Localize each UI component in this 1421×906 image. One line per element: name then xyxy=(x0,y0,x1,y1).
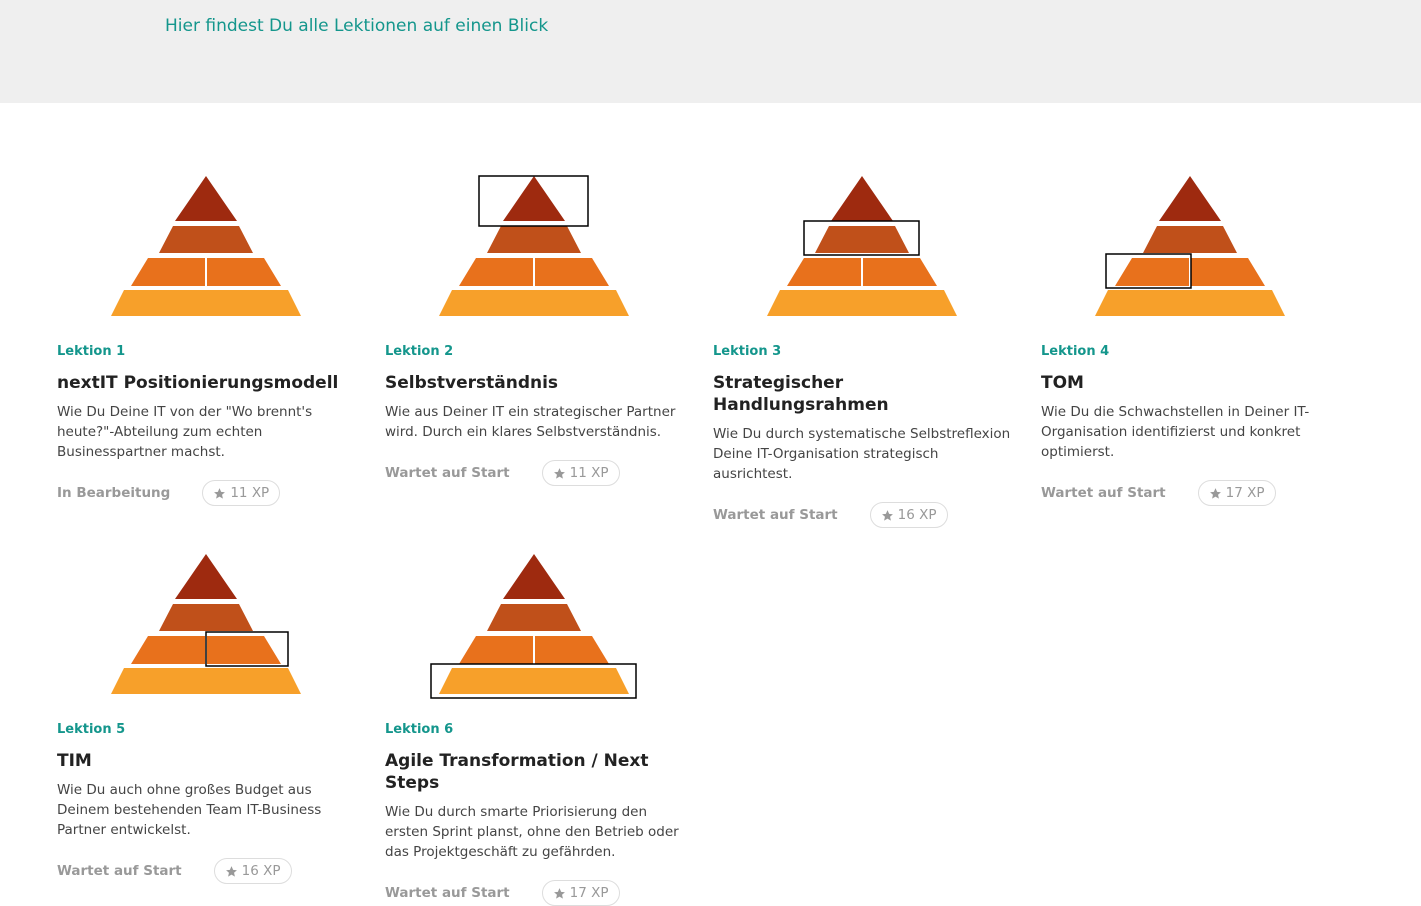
lesson-card[interactable]: Lektion 3 Strategischer Handlungsrahmen … xyxy=(713,166,1013,528)
lesson-title[interactable]: TOM xyxy=(1041,373,1084,393)
lesson-description: Wie Du durch systematische Selbstreflexi… xyxy=(713,426,1011,482)
lesson-label: Lektion 1 xyxy=(57,344,126,359)
lesson-label: Lektion 4 xyxy=(1041,344,1110,359)
lesson-description: Wie Du auch ohne großes Budget aus Deine… xyxy=(57,782,322,838)
xp-badge: 11 XP xyxy=(541,460,620,486)
status-row: Wartet auf Start 16 XP xyxy=(57,858,357,884)
xp-value: 11 XP xyxy=(230,485,270,501)
lesson-title[interactable]: TIM xyxy=(57,751,92,771)
lesson-label: Lektion 5 xyxy=(57,722,126,737)
pyramid-image xyxy=(111,176,301,316)
lesson-card[interactable]: Lektion 6 Agile Transformation / Next St… xyxy=(385,544,685,906)
subtitle: Hier findest Du alle Lektionen auf einen… xyxy=(165,16,549,36)
pyramid-image xyxy=(439,175,629,316)
status-row: Wartet auf Start 16 XP xyxy=(713,502,1013,528)
lesson-description: Wie aus Deiner IT ein strategischer Part… xyxy=(385,404,676,440)
xp-value: 16 XP xyxy=(241,863,281,879)
lesson-status: Wartet auf Start xyxy=(57,863,182,879)
status-row: Wartet auf Start 17 XP xyxy=(385,880,685,906)
lesson-card[interactable]: Lektion 5 TIM Wie Du auch ohne großes Bu… xyxy=(57,544,357,884)
xp-badge: 16 XP xyxy=(213,858,292,884)
pyramid-image xyxy=(111,554,301,694)
lesson-status: In Bearbeitung xyxy=(57,485,171,501)
lesson-description: Wie Du Deine IT von der "Wo brennt's heu… xyxy=(57,404,313,460)
lesson-title[interactable]: Agile Transformation / Next Steps xyxy=(385,751,649,793)
lesson-title[interactable]: Selbstverständnis xyxy=(385,373,559,393)
xp-badge: 17 XP xyxy=(1197,480,1276,506)
lesson-card[interactable]: Lektion 2 Selbstverständnis Wie aus Dein… xyxy=(385,166,685,486)
lesson-label: Lektion 6 xyxy=(385,722,454,737)
status-row: In Bearbeitung 11 XP xyxy=(57,480,357,506)
lesson-description: Wie Du durch smarte Priorisierung den er… xyxy=(385,804,679,860)
lesson-status: Wartet auf Start xyxy=(385,885,510,901)
pyramid-image xyxy=(1095,176,1285,316)
lesson-title[interactable]: nextIT Positionierungsmodell xyxy=(57,373,339,393)
pyramid-image xyxy=(767,176,957,316)
lesson-title[interactable]: Strategischer Handlungsrahmen xyxy=(713,373,889,415)
lesson-card[interactable]: Lektion 4 TOM Wie Du die Schwachstellen … xyxy=(1041,166,1341,506)
pyramid-image xyxy=(430,554,637,699)
status-row: Wartet auf Start 11 XP xyxy=(385,460,685,486)
lesson-card[interactable]: Lektion 1 nextIT Positionierungsmodell W… xyxy=(57,166,357,506)
lesson-status: Wartet auf Start xyxy=(713,507,838,523)
lesson-label: Lektion 3 xyxy=(713,344,782,359)
lesson-status: Wartet auf Start xyxy=(385,465,510,481)
xp-value: 11 XP xyxy=(569,465,609,481)
xp-value: 17 XP xyxy=(569,885,609,901)
lesson-status: Wartet auf Start xyxy=(1041,485,1166,501)
xp-value: 16 XP xyxy=(897,507,937,523)
xp-badge: 16 XP xyxy=(869,502,948,528)
header: Hier findest Du alle Lektionen auf einen… xyxy=(0,0,1421,103)
xp-badge: 17 XP xyxy=(541,880,620,906)
lesson-label: Lektion 2 xyxy=(385,344,454,359)
status-row: Wartet auf Start 17 XP xyxy=(1041,480,1341,506)
xp-badge: 11 XP xyxy=(202,480,281,506)
xp-value: 17 XP xyxy=(1225,485,1265,501)
lesson-description: Wie Du die Schwachstellen in Deiner IT-O… xyxy=(1041,404,1310,460)
